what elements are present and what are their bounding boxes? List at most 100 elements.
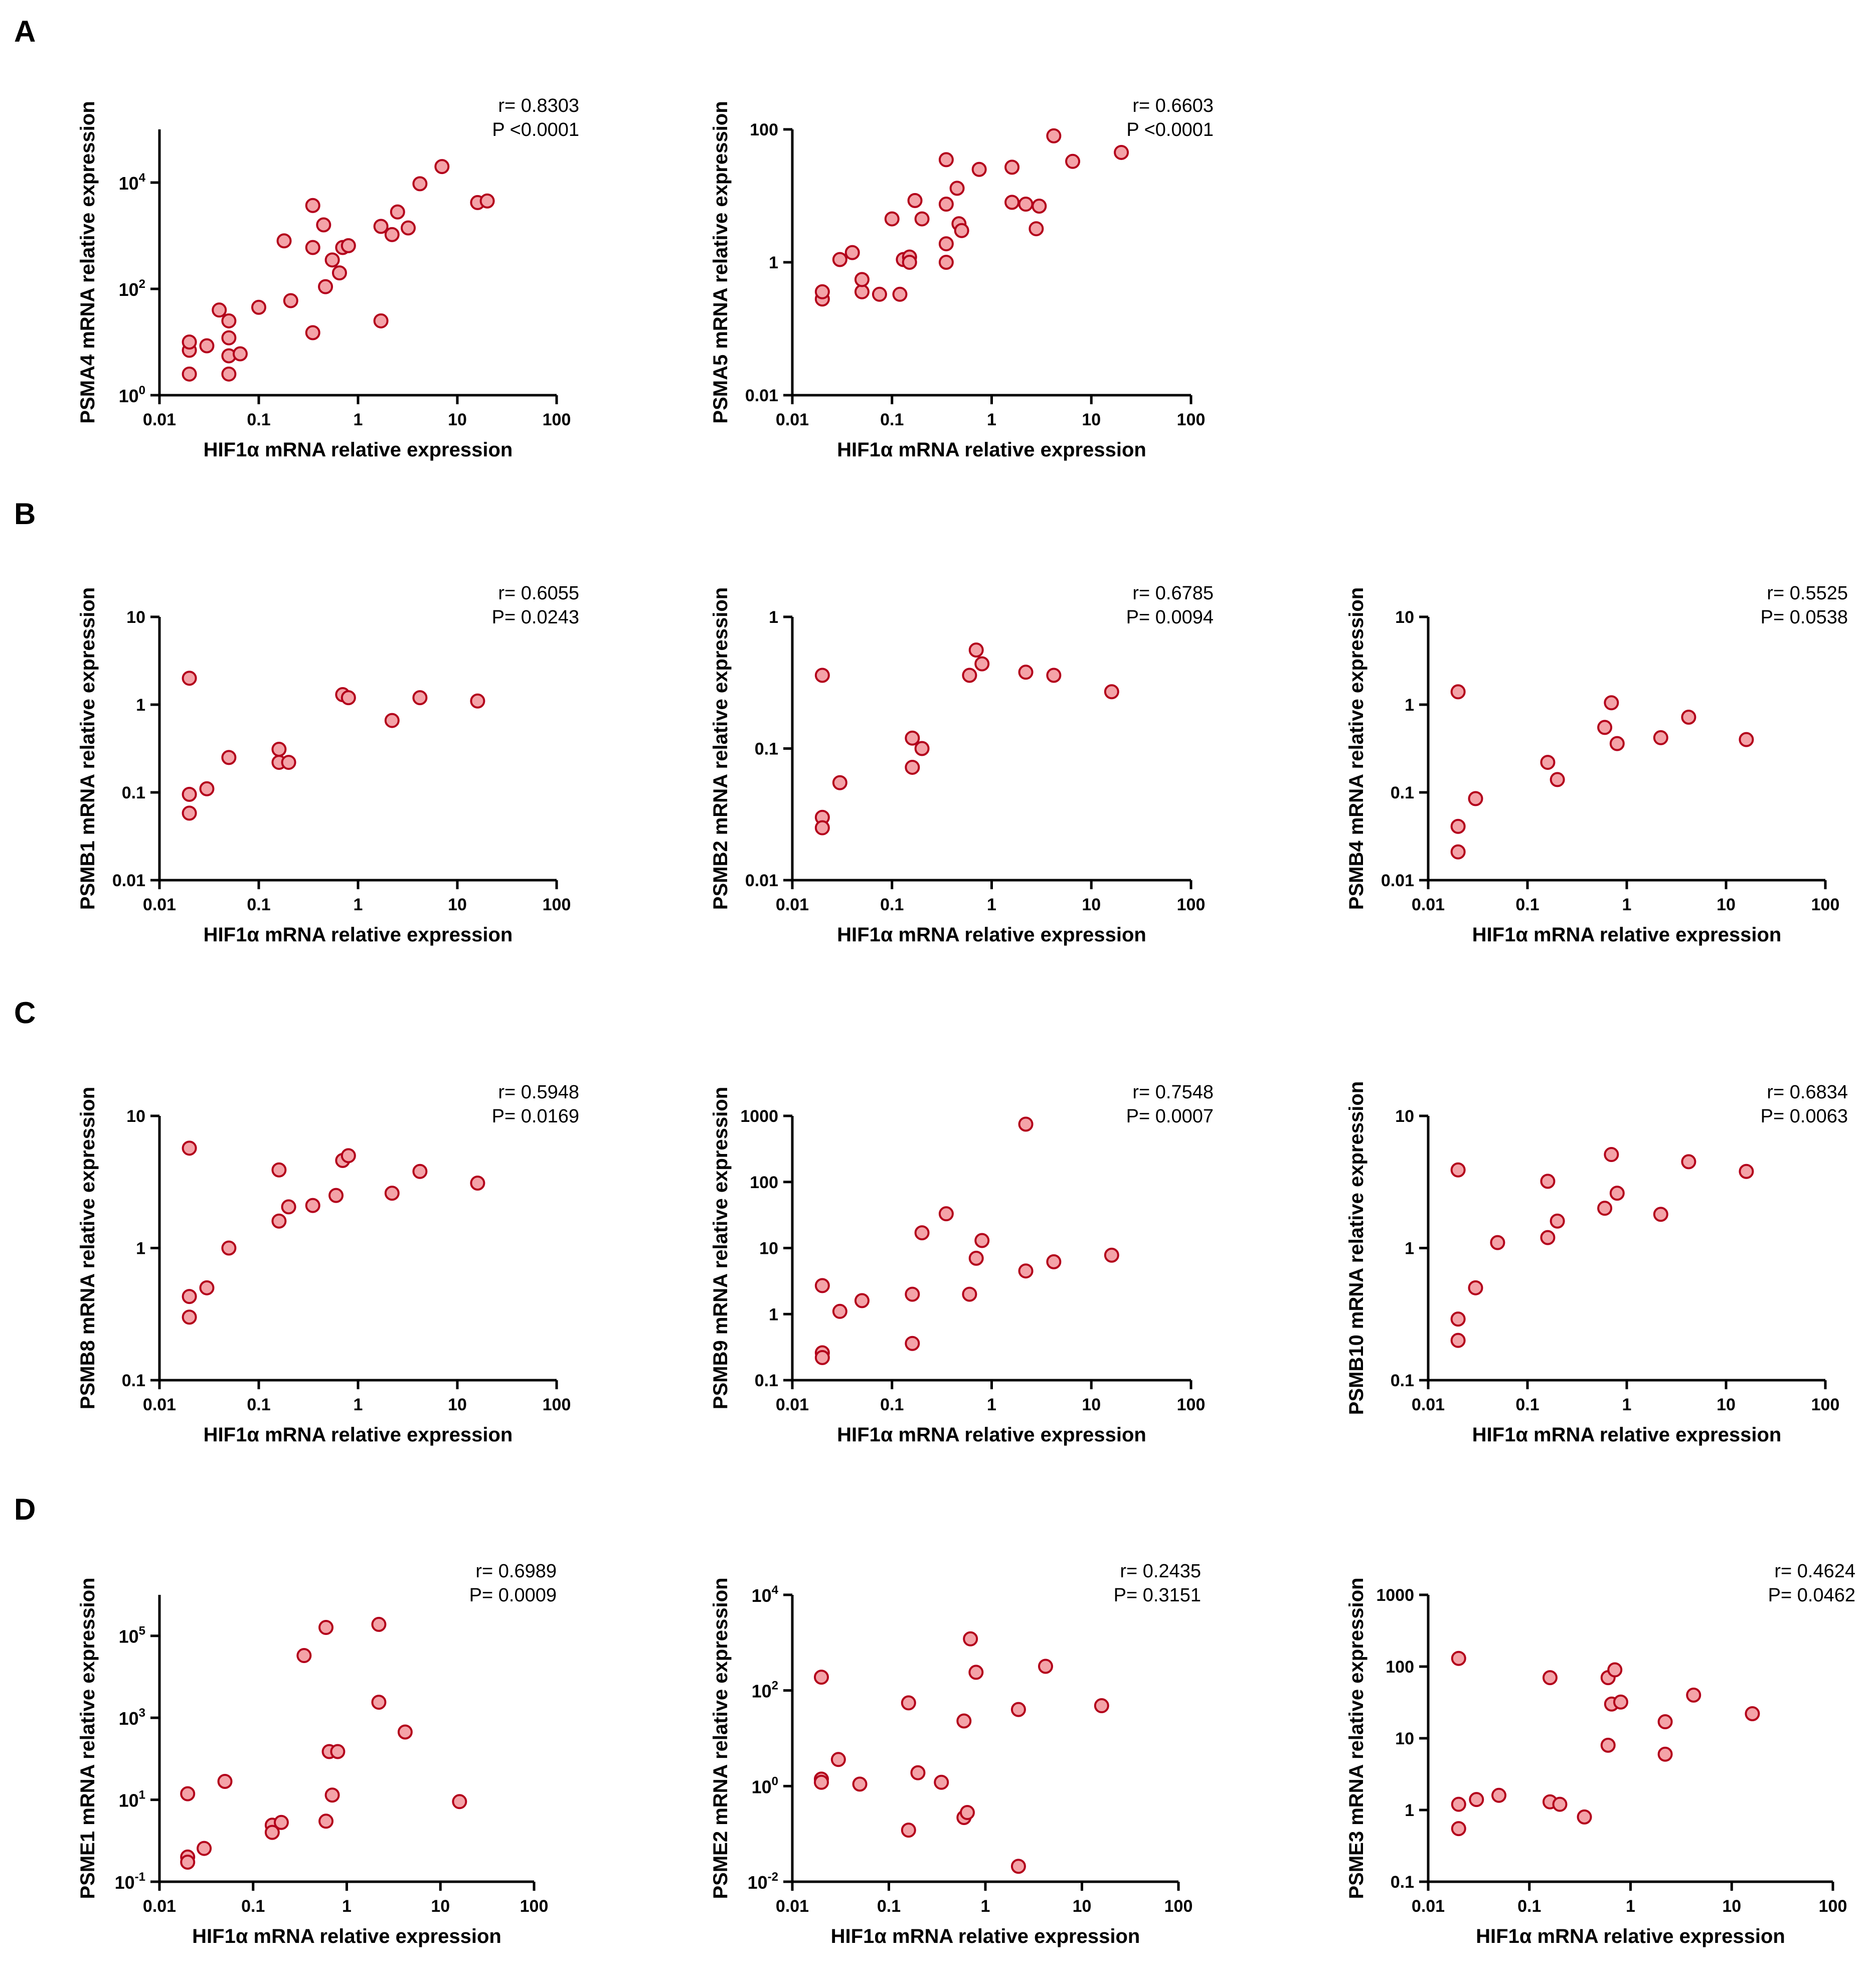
x-tick-label: 10 [1722,1897,1741,1916]
data-point [412,176,428,192]
data-point [197,1841,212,1856]
x-tick-label: 0.1 [247,410,270,429]
correlation-annotation: r= 0.5948 P= 0.0169 [492,1082,579,1127]
y-tick-label: 1 [1405,1239,1414,1258]
data-point [1552,1796,1568,1812]
data-point [1739,1164,1754,1179]
data-point [938,236,954,252]
data-point [412,690,428,706]
x-tick-label: 10 [431,1897,450,1916]
data-point [1046,1254,1062,1269]
y-axis-title: PSMA5 mRNA relative expression [710,101,732,423]
data-point [305,240,320,255]
data-point [470,693,485,709]
x-tick-label: 0.01 [143,1897,176,1916]
data-point [316,217,331,233]
x-tick-label: 1 [987,410,996,429]
correlation-annotation: r= 0.4624 P= 0.0462 [1768,1561,1855,1606]
data-point [1451,1821,1466,1837]
data-point [1577,1809,1592,1825]
data-point [854,284,870,299]
data-point [318,1814,334,1829]
data-point [305,1198,320,1213]
data-point [1046,668,1062,683]
y-tick-label: 105 [119,1624,145,1647]
data-point [892,286,908,302]
chart-4: 0.01 0.1 1 10 100 0.01 0.1 1 HIF1α mRNA relative… [710,583,1214,946]
data-point [956,1713,972,1729]
x-tick-label: 0.01 [776,1897,809,1916]
data-point [281,755,296,770]
data-point [401,220,416,236]
data-point [974,1233,990,1248]
data-point [914,741,930,756]
y-tick-label: 10 [759,1239,778,1258]
correlation-annotation: r= 0.6055 P= 0.0243 [492,583,579,628]
data-point [217,1774,233,1789]
y-tick-label: 1000 [1376,1586,1414,1605]
data-point [1657,1714,1673,1730]
x-tick-label: 10 [1082,895,1101,914]
x-axis-title: HIF1α mRNA relative expression [1476,1925,1785,1947]
chart-2: 0.01 0.1 1 10 100 0.01 1 100 HIF1α mRNA relative… [710,95,1214,461]
data-point [934,1774,949,1790]
x-tick-label: 0.1 [247,1395,270,1414]
data-point [479,193,495,209]
data-point [199,1280,215,1295]
data-point [390,204,405,220]
data-point [1681,709,1696,725]
x-tick-label: 1 [1622,895,1632,914]
data-point [371,1616,387,1632]
x-tick-label: 0.1 [1515,895,1539,914]
data-point [296,1648,312,1664]
x-tick-label: 1 [354,1395,363,1414]
data-point [221,330,237,346]
data-point [182,671,197,686]
data-point [914,211,930,227]
data-point [1540,755,1556,770]
data-point [1010,1859,1026,1874]
data-point [221,750,237,765]
data-point [971,161,987,177]
data-point [1597,720,1613,735]
panel-letter-d: D [14,1493,36,1526]
y-tick-label: 0.01 [745,871,778,890]
y-tick-label: 10 [1395,1729,1414,1748]
data-point [1004,195,1020,210]
y-tick-label: 1 [136,696,145,715]
y-axis-title: PSMB2 mRNA relative expression [710,587,732,910]
data-point [954,223,969,238]
chart-3: 0.01 0.1 1 10 100 0.01 0.1 1 10 HIF1α mRNA relati… [77,583,579,946]
data-point [1609,736,1625,751]
data-point [905,1286,920,1302]
data-point [318,1620,334,1635]
data-point [814,668,830,683]
x-tick-label: 0.01 [1412,1897,1445,1916]
data-point [324,252,340,268]
x-tick-label: 100 [543,1395,571,1414]
y-tick-label: 0.1 [122,783,145,802]
data-point [1010,1702,1026,1717]
correlation-annotation: r= 0.2435 P= 0.3151 [1114,1561,1201,1606]
chart-8: 0.01 0.1 1 10 100 0.1 1 10 HIF1α mRNA relative e… [1345,1081,1848,1446]
y-tick-label: 1 [769,608,778,627]
y-axis-title: PSME2 mRNA relative expression [710,1578,732,1899]
correlation-annotation: r= 0.7548 P= 0.0007 [1126,1082,1214,1127]
y-tick-label: 0.01 [112,871,145,890]
data-point [182,805,197,821]
data-point [452,1794,467,1809]
data-point [902,255,917,270]
data-point [412,1164,428,1179]
panel-letter-b: B [14,497,36,531]
chart-9: 0.01 0.1 1 10 100 10-1 101 103 105 HIF1α mRNA rel… [77,1561,557,1947]
panel-letter-c: C [14,996,36,1030]
x-axis-title: HIF1α mRNA relative expression [837,1424,1146,1446]
data-point [1065,153,1081,169]
data-point [283,293,298,308]
x-axis-title: HIF1α mRNA relative expression [837,439,1146,461]
data-point [384,1186,400,1201]
data-point [1681,1154,1696,1170]
correlation-annotation: r= 0.6834 P= 0.0063 [1761,1082,1848,1127]
y-tick-label: 10 [1395,608,1414,627]
data-point [264,1825,280,1840]
